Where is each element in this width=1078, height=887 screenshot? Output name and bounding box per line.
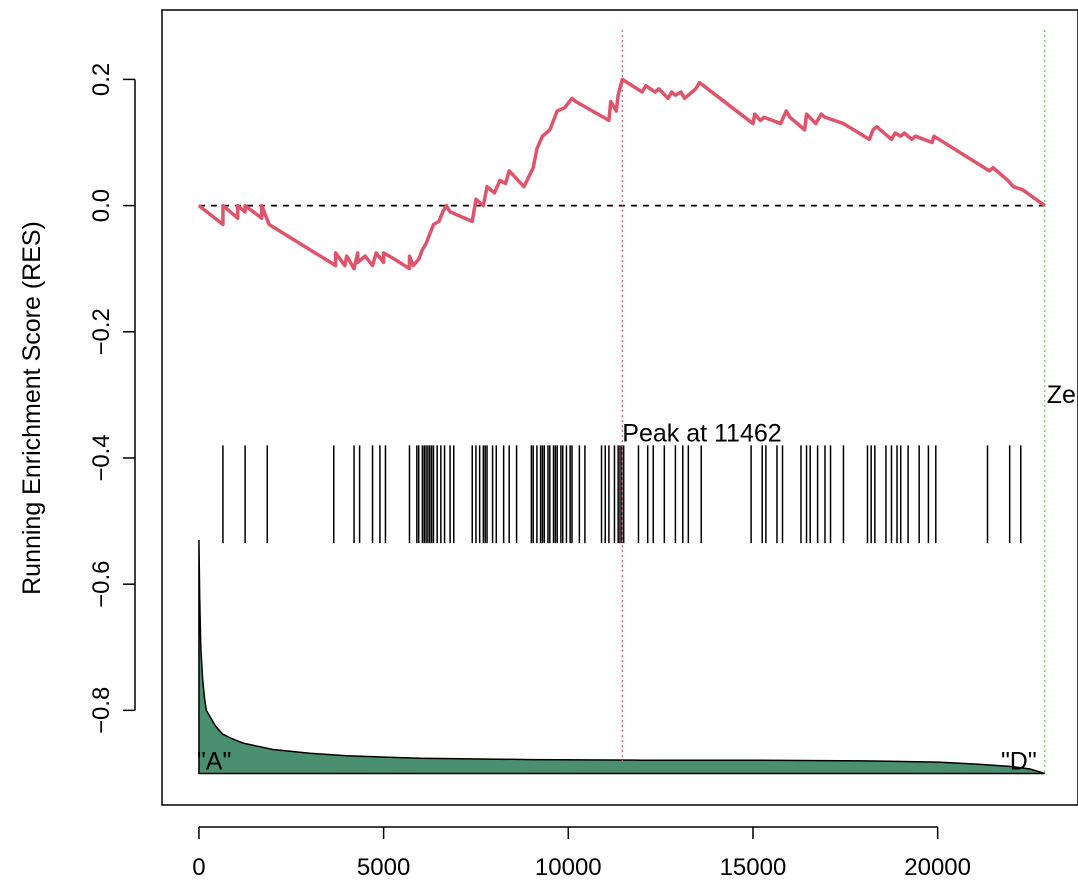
y-axis-title: Running Enrichment Score (RES)	[18, 221, 46, 595]
left-group-label: "A"	[197, 747, 231, 775]
right-group-label: "D"	[1001, 747, 1037, 775]
x-axis: 0 5000 10000 15000 20000	[192, 826, 971, 881]
x-tick-label: 0	[192, 854, 205, 881]
ranked-metric-area	[198, 539, 1045, 775]
plot-frame	[161, 9, 1078, 806]
y-tick-label: 0.0	[88, 189, 115, 222]
y-tick-label: −0.4	[88, 434, 115, 481]
x-tick-label: 15000	[720, 854, 787, 881]
x-tick-label: 5000	[357, 854, 410, 881]
y-tick-label: −0.2	[88, 308, 115, 355]
plot-area	[197, 30, 1046, 775]
y-tick-label: −0.8	[88, 687, 115, 734]
x-tick-label: 10000	[535, 854, 602, 881]
x-tick-label: 20000	[904, 854, 971, 881]
y-axis: 0.2 0.0 −0.2 −0.4 −0.6 −0.8	[88, 63, 136, 734]
peak-label: Peak at 11462	[622, 419, 781, 447]
zero-label: Ze	[1047, 381, 1076, 409]
res-line	[197, 77, 1046, 271]
y-tick-label: −0.6	[88, 560, 115, 607]
y-tick-label: 0.2	[88, 63, 115, 96]
